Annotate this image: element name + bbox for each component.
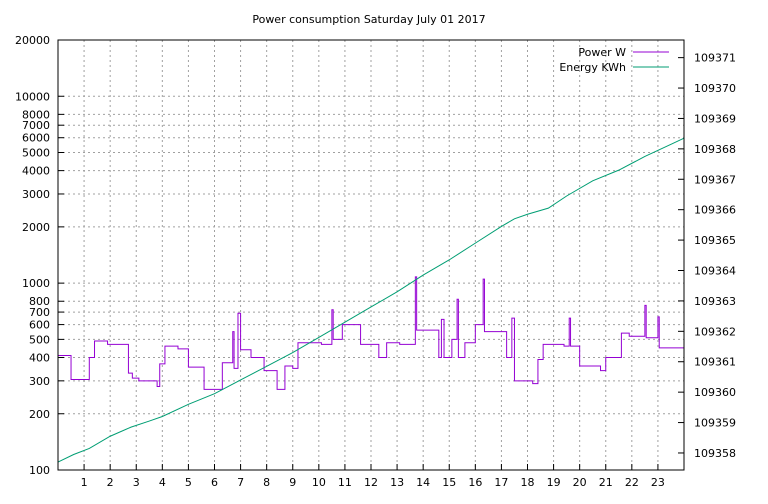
y2-tick-label: 109368 <box>694 143 736 156</box>
x-tick-label: 8 <box>263 476 270 489</box>
y-tick-label: 6000 <box>22 132 50 145</box>
y-tick-label: 10000 <box>15 90 50 103</box>
y-tick-label: 5000 <box>22 147 50 160</box>
y2-tick-label: 109367 <box>694 173 736 186</box>
y-tick-label: 500 <box>29 333 50 346</box>
x-tick-label: 23 <box>651 476 665 489</box>
y-tick-label: 1000 <box>22 277 50 290</box>
x-tick-label: 14 <box>416 476 430 489</box>
x-tick-label: 4 <box>159 476 166 489</box>
y2-tick-label: 109358 <box>694 447 736 460</box>
y-tick-label: 200 <box>29 408 50 421</box>
x-tick-label: 18 <box>521 476 535 489</box>
y-tick-label: 4000 <box>22 165 50 178</box>
x-tick-label: 17 <box>494 476 508 489</box>
y2-tick-label: 109359 <box>694 417 736 430</box>
x-tick-label: 13 <box>390 476 404 489</box>
y-tick-label: 600 <box>29 319 50 332</box>
x-tick-label: 21 <box>599 476 613 489</box>
y-tick-label: 3000 <box>22 188 50 201</box>
series-line-power-w <box>58 276 684 390</box>
x-tick-label: 6 <box>211 476 218 489</box>
x-tick-label: 15 <box>442 476 456 489</box>
x-tick-label: 5 <box>185 476 192 489</box>
x-tick-label: 10 <box>312 476 326 489</box>
y2-tick-label: 109366 <box>694 204 736 217</box>
x-tick-label: 19 <box>547 476 561 489</box>
y-tick-label: 2000 <box>22 221 50 234</box>
y-tick-label: 800 <box>29 295 50 308</box>
x-tick-label: 1 <box>81 476 88 489</box>
x-tick-label: 22 <box>625 476 639 489</box>
y-tick-label: 400 <box>29 351 50 364</box>
y2-tick-label: 109365 <box>694 234 736 247</box>
y2-tick-label: 109369 <box>694 112 736 125</box>
x-tick-label: 11 <box>338 476 352 489</box>
x-tick-label: 12 <box>364 476 378 489</box>
y2-tick-label: 109371 <box>694 52 736 65</box>
y2-axis-ticks: 109358 109359 109360 109361 109362 109363 1093… <box>678 52 736 460</box>
x-tick-label: 20 <box>573 476 587 489</box>
x-tick-label: 16 <box>468 476 482 489</box>
y-tick-label: 7000 <box>22 119 50 132</box>
y2-tick-label: 109362 <box>694 325 736 338</box>
x-tick-label: 7 <box>237 476 244 489</box>
series-line-energy-kwh <box>57 137 685 463</box>
y-tick-label: 100 <box>29 464 50 477</box>
y2-tick-label: 109370 <box>694 82 736 95</box>
x-tick-label: 3 <box>133 476 140 489</box>
plot-frame <box>57 39 685 471</box>
y-tick-label: 300 <box>29 375 50 388</box>
y2-tick-label: 109364 <box>694 265 736 278</box>
y2-tick-label: 109363 <box>694 295 736 308</box>
y2-tick-label: 109361 <box>694 356 736 369</box>
chart-title: Power consumption Saturday July 01 2017 <box>252 13 485 26</box>
grid <box>58 39 684 471</box>
y2-tick-label: 109360 <box>694 386 736 399</box>
legend: Power W Energy KWh <box>559 46 669 74</box>
x-tick-label: 2 <box>107 476 114 489</box>
x-tick-label: 9 <box>289 476 296 489</box>
y-tick-label: 20000 <box>15 34 50 47</box>
x-axis-ticks: 1 2 3 4 5 6 7 8 9 10 11 12 13 14 15 16 17 18 19 20 21 22 23 <box>81 464 665 489</box>
y-tick-label: 700 <box>29 306 50 319</box>
legend-label-energy-kwh: Energy KWh <box>559 61 626 74</box>
legend-label-power-w: Power W <box>578 46 626 59</box>
series-layer <box>57 137 685 463</box>
y-tick-label: 8000 <box>22 108 50 121</box>
